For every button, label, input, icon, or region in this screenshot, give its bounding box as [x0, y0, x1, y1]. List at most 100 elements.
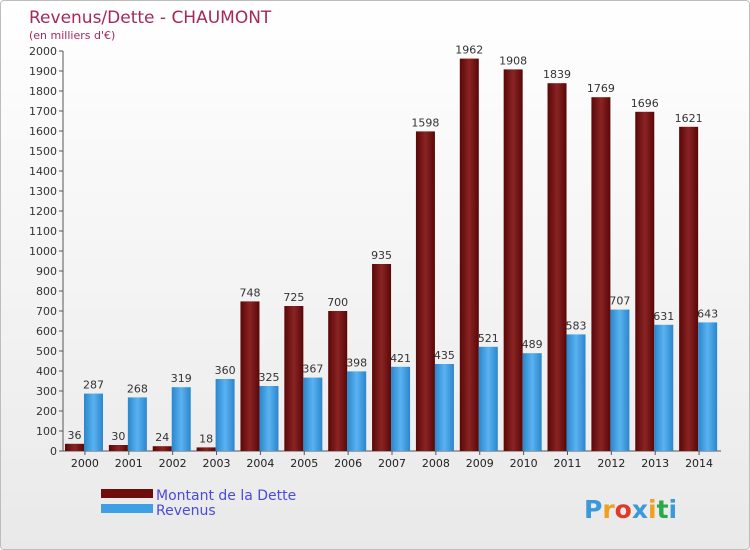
y-tick-label: 1700	[29, 105, 57, 118]
bar-revenus	[171, 387, 191, 451]
data-label-revenus: 421	[390, 352, 411, 365]
data-label-revenus: 707	[609, 295, 630, 308]
y-tick-label: 1800	[29, 85, 57, 98]
bar-revenus	[610, 309, 630, 451]
bar-dette	[415, 131, 435, 451]
logo-letter: i	[648, 495, 657, 524]
data-label-revenus: 435	[434, 349, 455, 362]
bar-dette	[547, 83, 567, 451]
legend-label-dette: Montant de la Dette	[156, 488, 296, 504]
data-label-revenus: 583	[566, 319, 587, 332]
legend-label-revenus: Revenus	[156, 503, 216, 519]
bar-dette	[591, 97, 611, 451]
y-tick-label: 300	[36, 385, 57, 398]
bar-dette	[196, 447, 216, 451]
bar-dette	[240, 301, 260, 451]
bar-dette	[284, 306, 304, 451]
x-tick-label: 2011	[553, 457, 581, 470]
x-tick-label: 2010	[510, 457, 538, 470]
bars	[65, 58, 718, 452]
data-label-dette: 1598	[411, 116, 439, 129]
y-tick-label: 0	[50, 445, 57, 458]
y-tick-label: 600	[36, 325, 57, 338]
bar-revenus	[259, 386, 279, 451]
bar-revenus	[127, 397, 147, 451]
y-tick-label: 700	[36, 305, 57, 318]
x-tick-label: 2004	[246, 457, 274, 470]
data-label-dette: 1908	[499, 54, 527, 67]
x-tick-label: 2001	[115, 457, 143, 470]
bar-dette	[65, 443, 84, 451]
y-tick-label: 1900	[29, 65, 57, 78]
y-tick-label: 1100	[29, 225, 57, 238]
y-tick-label: 2000	[29, 45, 57, 58]
proxiti-logo: Proxiti	[584, 495, 677, 524]
logo-letter: t	[657, 495, 669, 524]
legend-swatch-dette	[101, 489, 153, 498]
y-tick-label: 800	[36, 285, 57, 298]
x-tick-label: 2009	[466, 457, 494, 470]
data-label-revenus: 631	[653, 310, 674, 323]
data-label-revenus: 367	[302, 363, 323, 376]
x-tick-label: 2005	[290, 457, 318, 470]
x-tick-label: 2013	[641, 457, 669, 470]
logo-letter: o	[615, 495, 632, 524]
bar-dette	[372, 264, 392, 451]
legend-swatch-revenus	[101, 504, 153, 513]
bar-revenus	[391, 366, 411, 451]
data-label-revenus: 489	[522, 338, 543, 351]
bar-revenus	[347, 371, 367, 451]
data-label-dette: 700	[327, 296, 348, 309]
y-tick-label: 1000	[29, 245, 57, 258]
data-labels: 36 287 30 268 24 319 18 360 748 325 725 367 700 398 93…	[68, 44, 719, 446]
bar-revenus	[698, 322, 718, 451]
x-tick-label: 2012	[597, 457, 625, 470]
y-tick-label: 1400	[29, 165, 57, 178]
y-tick-label: 900	[36, 265, 57, 278]
y-tick-label: 500	[36, 345, 57, 358]
data-label-revenus: 398	[346, 356, 367, 369]
x-tick-label: 2014	[685, 457, 713, 470]
data-label-dette: 36	[68, 429, 82, 442]
bar-dette	[679, 126, 699, 452]
axes: 0 100 200 300 400 500 600 700 800 900 1000 1100 1200…	[29, 45, 721, 470]
data-label-dette: 725	[283, 291, 304, 304]
data-label-dette: 1962	[455, 44, 483, 57]
bar-revenus	[303, 377, 323, 451]
y-tick-label: 200	[36, 405, 57, 418]
data-label-dette: 24	[155, 431, 169, 444]
y-tick-label: 1300	[29, 185, 57, 198]
data-label-revenus: 360	[215, 364, 236, 377]
x-tick-label: 2003	[203, 457, 231, 470]
x-tick-label: 2002	[159, 457, 187, 470]
bar-dette	[152, 446, 172, 451]
legend: Montant de la Dette Revenus	[101, 488, 296, 519]
bar-dette	[328, 311, 348, 451]
y-tick-label: 100	[36, 425, 57, 438]
bar-dette	[503, 69, 523, 452]
data-label-revenus: 319	[171, 372, 192, 385]
x-tick-label: 2006	[334, 457, 362, 470]
y-tick-label: 1200	[29, 205, 57, 218]
data-label-revenus: 287	[83, 379, 104, 392]
data-label-revenus: 643	[697, 307, 718, 320]
data-label-dette: 1621	[675, 112, 703, 125]
data-label-revenus: 268	[127, 382, 148, 395]
bar-revenus	[84, 393, 103, 451]
logo-letter: P	[584, 495, 602, 524]
y-tick-label: 400	[36, 365, 57, 378]
x-tick-label: 2007	[378, 457, 406, 470]
y-tick-label: 1600	[29, 125, 57, 138]
x-tick-label: 2000	[71, 457, 99, 470]
bar-revenus	[566, 334, 586, 451]
data-label-dette: 1769	[587, 82, 615, 95]
data-label-revenus: 521	[478, 332, 499, 345]
bar-dette	[635, 111, 655, 452]
bar-revenus	[434, 364, 454, 451]
bar-dette	[459, 58, 479, 451]
data-label-revenus: 325	[258, 371, 279, 384]
bar-revenus	[654, 324, 674, 451]
chart-title: Revenus/Dette - CHAUMONT	[29, 8, 272, 28]
